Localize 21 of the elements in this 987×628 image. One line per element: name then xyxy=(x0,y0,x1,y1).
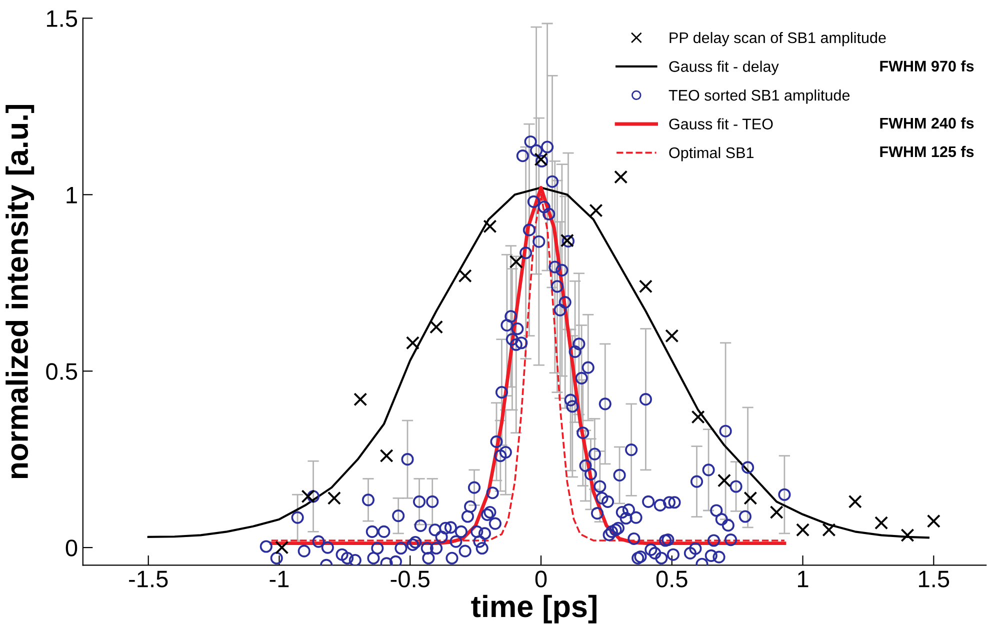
legend-label: Gauss fit - TEO xyxy=(669,118,773,130)
y-tick-label: 1.5 xyxy=(47,10,78,27)
annotation: FWHM 125 fs xyxy=(880,146,974,158)
x-tick-label: 0.5 xyxy=(656,570,688,588)
x-tick-label: 0 xyxy=(535,570,547,588)
y-tick-label: 0 xyxy=(66,540,78,556)
legend-label: Gauss fit - delay xyxy=(669,60,779,75)
x-axis-title: time [ps] xyxy=(471,594,596,624)
x-tick-label: -1.5 xyxy=(129,570,168,588)
x-tick-label: 1 xyxy=(798,570,808,588)
y-axis-title: normalized intensity [a.u.] xyxy=(6,104,34,478)
annotation: FWHM 970 fs xyxy=(880,60,974,72)
legend-label: Optimal SB1 xyxy=(669,146,754,162)
y-tick-label: 1 xyxy=(66,186,77,204)
x-tick-label: 1.5 xyxy=(919,570,950,588)
x-tick-label: -1 xyxy=(270,570,289,588)
y-tick-label: 0.5 xyxy=(46,363,78,380)
legend-label: TEO sorted SB1 amplitude xyxy=(668,89,850,104)
annotation: FWHM 240 fs xyxy=(880,117,974,129)
x-tick-label: -0.5 xyxy=(390,570,430,588)
legend-label: PP delay scan of SB1 amplitude xyxy=(670,32,886,46)
